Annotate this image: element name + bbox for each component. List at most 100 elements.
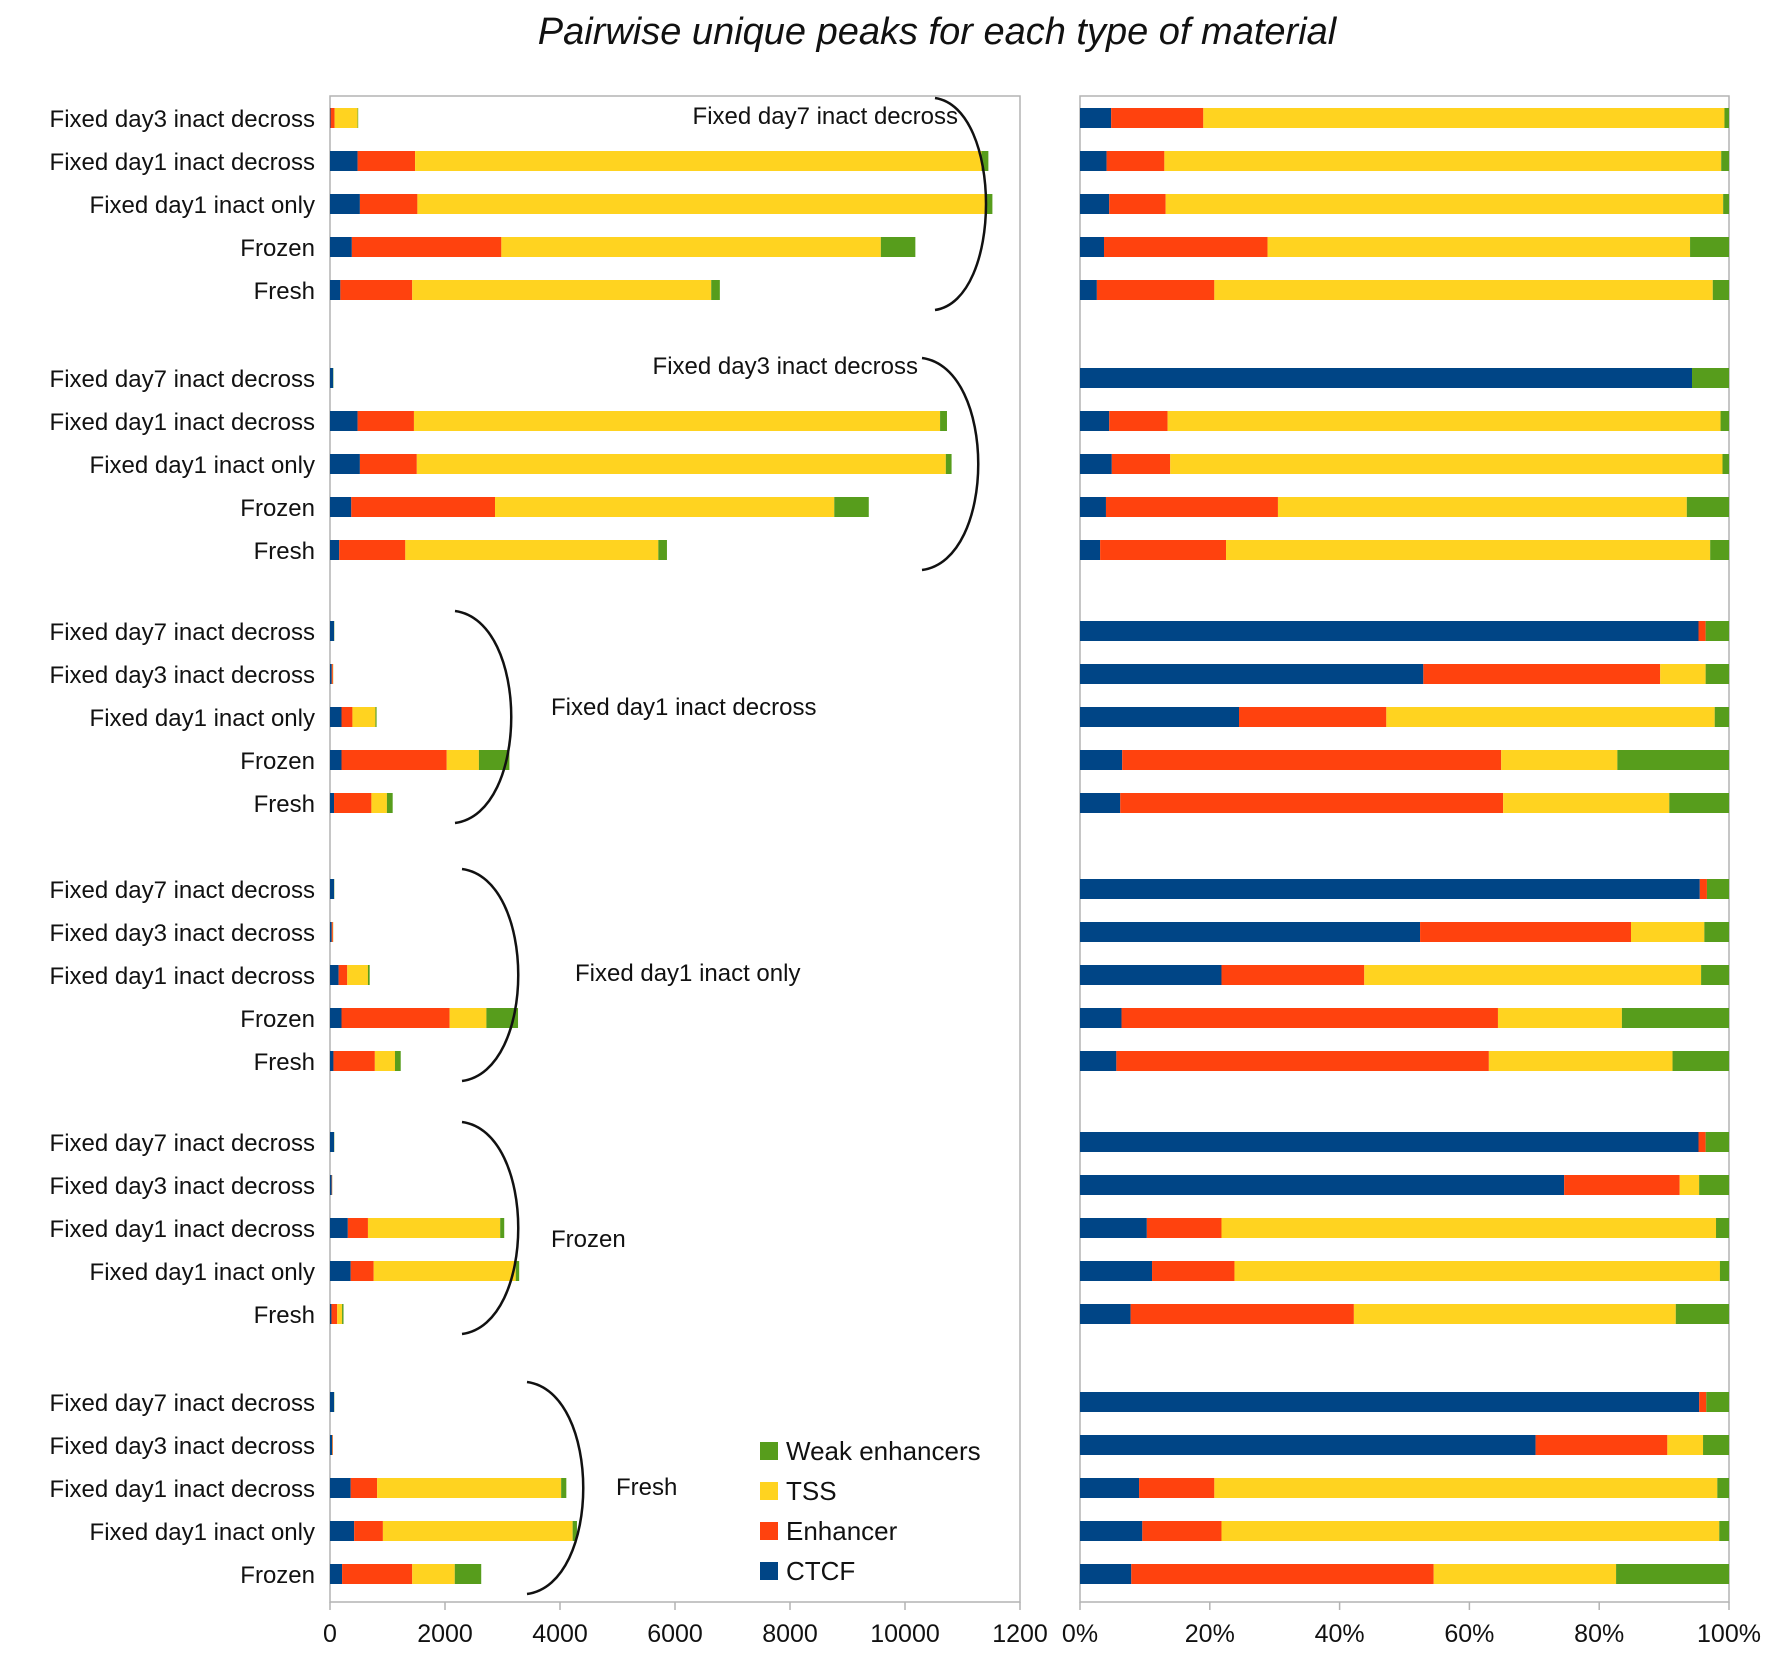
pct-bar-ctcf	[1080, 280, 1097, 300]
x-tick-label: 4000	[532, 1620, 588, 1648]
pct-bar-tss	[1165, 194, 1724, 214]
pct-bar-weak-enhancers	[1717, 1478, 1729, 1498]
category-label: Fixed day7 inact decross	[50, 877, 315, 904]
bar-ctcf	[330, 237, 352, 257]
pct-bar-weak-enhancers	[1669, 793, 1729, 813]
bar-tss	[337, 1304, 343, 1324]
pct-bar-weak-enhancers	[1704, 922, 1729, 942]
category-label: Fresh	[254, 791, 315, 818]
bar-enhancer	[341, 1008, 450, 1028]
bar-weak-enhancers	[386, 793, 393, 813]
bar-ctcf	[330, 1051, 334, 1071]
bar-enhancer	[342, 1564, 413, 1584]
bar-ctcf	[330, 1304, 332, 1324]
bar-ctcf	[330, 1478, 351, 1498]
category-label: Fixed day1 inact decross	[50, 1476, 315, 1503]
bar-weak-enhancers	[945, 454, 952, 474]
x-tick-label: 60%	[1444, 1620, 1494, 1648]
bar-ctcf	[330, 1521, 355, 1541]
bar-enhancer	[338, 965, 348, 985]
pct-bar-ctcf	[1080, 1304, 1131, 1324]
pct-bar-tss	[1203, 108, 1725, 128]
bar-ctcf	[330, 151, 358, 171]
group-label: Fresh	[616, 1474, 677, 1501]
pct-bar-enhancer	[1121, 1008, 1498, 1028]
pct-bar-enhancer	[1239, 707, 1387, 727]
right-x-axis: 0% 20% 40% 60% 80% 100%	[1062, 1602, 1761, 1648]
pct-bar-ctcf	[1080, 237, 1105, 257]
pct-bar-tss	[1488, 1051, 1673, 1071]
pct-bar-enhancer	[1152, 1261, 1235, 1281]
bar-enhancer	[359, 194, 418, 214]
right-plot	[1080, 108, 1729, 1584]
category-label: Fixed day1 inact decross	[50, 963, 315, 990]
pct-bar-enhancer	[1535, 1435, 1668, 1455]
chart-title: Pairwise unique peaks for each type of m…	[538, 11, 1338, 53]
legend: Weak enhancers TSS Enhancer CTCF	[760, 1436, 981, 1586]
bar-tss	[347, 965, 368, 985]
pct-bar-tss	[1667, 1435, 1704, 1455]
pct-bar-ctcf	[1080, 965, 1222, 985]
bar-tss	[413, 411, 941, 431]
bar-tss	[371, 793, 387, 813]
pct-bar-tss	[1221, 1521, 1720, 1541]
bar-ctcf	[330, 108, 331, 128]
bar-ctcf	[330, 621, 335, 641]
pct-bar-tss	[1167, 411, 1721, 431]
group-brace	[454, 609, 513, 825]
pct-bar-enhancer	[1139, 1478, 1215, 1498]
category-label: Frozen	[240, 1006, 315, 1033]
bar-weak-enhancers	[515, 1261, 520, 1281]
pct-bar-enhancer	[1420, 922, 1632, 942]
bar-enhancer	[331, 664, 333, 684]
pct-bar-tss	[1433, 1564, 1617, 1584]
legend-label: TSS	[786, 1476, 837, 1506]
bar-ctcf	[330, 793, 335, 813]
bar-ctcf	[330, 194, 360, 214]
bar-tss	[405, 540, 659, 560]
pct-bar-ctcf	[1080, 922, 1421, 942]
bar-enhancer	[332, 1435, 333, 1455]
pct-bar-tss	[1214, 280, 1713, 300]
pct-bar-weak-enhancers	[1719, 1521, 1729, 1541]
bar-ctcf	[330, 280, 341, 300]
pct-bar-enhancer	[1109, 194, 1166, 214]
pct-bar-weak-enhancers	[1710, 540, 1729, 560]
pct-bar-tss	[1679, 1175, 1700, 1195]
pct-bar-ctcf	[1080, 540, 1101, 560]
pct-bar-weak-enhancers	[1690, 237, 1729, 257]
pct-bar-weak-enhancers	[1724, 108, 1729, 128]
bar-ctcf	[330, 454, 360, 474]
pct-bar-tss	[1267, 237, 1691, 257]
category-label: Frozen	[240, 495, 315, 522]
pct-bar-weak-enhancers	[1706, 1392, 1729, 1412]
pct-bar-weak-enhancers	[1716, 1218, 1729, 1238]
bar-ctcf	[330, 1564, 343, 1584]
pct-bar-weak-enhancers	[1621, 1008, 1729, 1028]
bar-tss	[415, 151, 982, 171]
group-label: Fixed day1 inact only	[575, 960, 800, 987]
pct-bar-enhancer	[1699, 879, 1707, 899]
category-label: Fixed day3 inact decross	[50, 662, 315, 689]
pct-bar-ctcf	[1080, 1564, 1132, 1584]
pct-bar-weak-enhancers	[1721, 151, 1729, 171]
pct-bar-ctcf	[1080, 879, 1700, 899]
category-label: Fixed day7 inact decross	[50, 366, 315, 393]
bar-tss	[446, 750, 479, 770]
pct-bar-enhancer	[1105, 497, 1278, 517]
bar-enhancer	[341, 750, 447, 770]
pct-bar-enhancer	[1221, 965, 1365, 985]
pct-bar-ctcf	[1080, 621, 1699, 641]
bar-enhancer	[350, 1478, 378, 1498]
bar-tss	[334, 108, 358, 128]
pct-bar-ctcf	[1080, 368, 1693, 388]
pct-bar-tss	[1214, 1478, 1718, 1498]
bar-ctcf	[330, 922, 332, 942]
bar-enhancer	[357, 411, 414, 431]
bar-tss	[501, 237, 881, 257]
bar-tss	[377, 1478, 562, 1498]
pct-bar-ctcf	[1080, 1218, 1147, 1238]
group-label: Fixed day1 inact decross	[551, 694, 816, 721]
bar-weak-enhancers	[940, 411, 947, 431]
